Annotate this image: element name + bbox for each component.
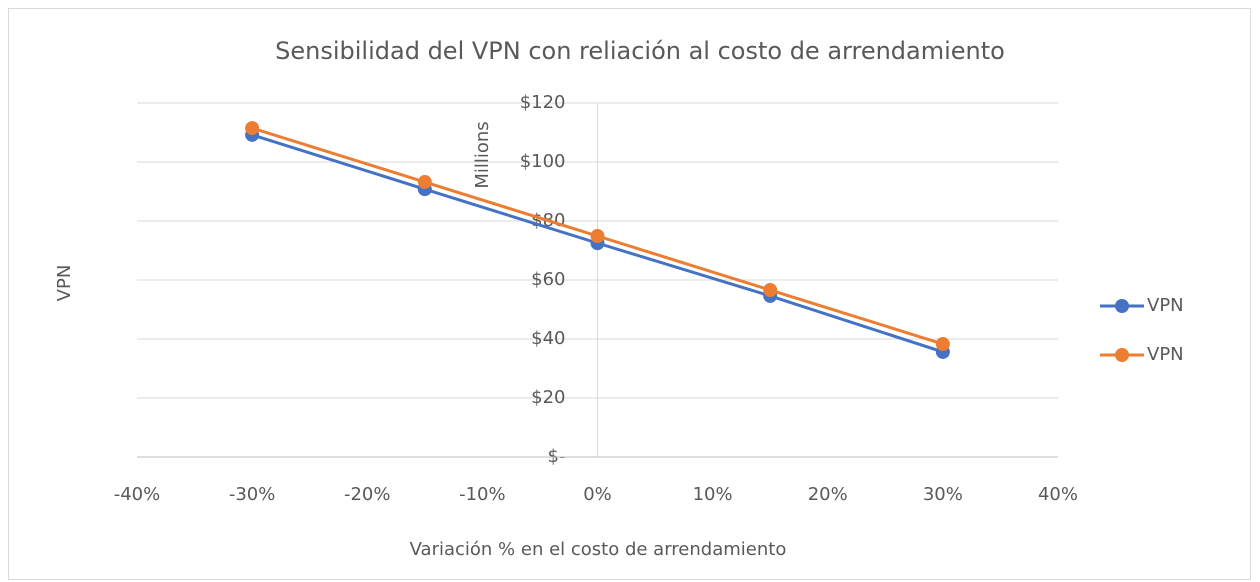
x-axis-title: Variación % en el costo de arrendamiento — [410, 539, 787, 560]
y-tick-label: $100 — [520, 151, 566, 172]
point — [935, 337, 950, 352]
x-tick-label: 20% — [808, 484, 848, 505]
y-tick-label: $40 — [531, 328, 565, 349]
y-axis-title: VPN — [54, 265, 75, 302]
x-tick-label: -40% — [114, 484, 161, 505]
point — [417, 175, 432, 190]
point — [590, 229, 605, 244]
x-tick-label: -10% — [459, 484, 506, 505]
legend-marker — [1115, 348, 1129, 362]
chart-title: Sensibilidad del VPN con reliación al co… — [275, 37, 1005, 65]
x-tick-label: -20% — [344, 484, 391, 505]
point — [763, 283, 778, 298]
x-tick-label: 40% — [1038, 484, 1078, 505]
chart-border — [8, 8, 1251, 580]
point — [245, 121, 260, 136]
y-unit-label: Millions — [472, 121, 493, 188]
x-tick-label: 30% — [923, 484, 963, 505]
y-tick-label: $60 — [531, 269, 565, 290]
x-tick-label: 10% — [693, 484, 733, 505]
x-tick-label: 0% — [583, 484, 612, 505]
y-tick-label: $120 — [520, 92, 566, 113]
y-tick-label: $20 — [531, 387, 565, 408]
legend-label: VPN — [1147, 295, 1184, 316]
legend-marker — [1115, 299, 1129, 313]
x-tick-label: -30% — [229, 484, 276, 505]
legend-label: VPN — [1147, 344, 1184, 365]
